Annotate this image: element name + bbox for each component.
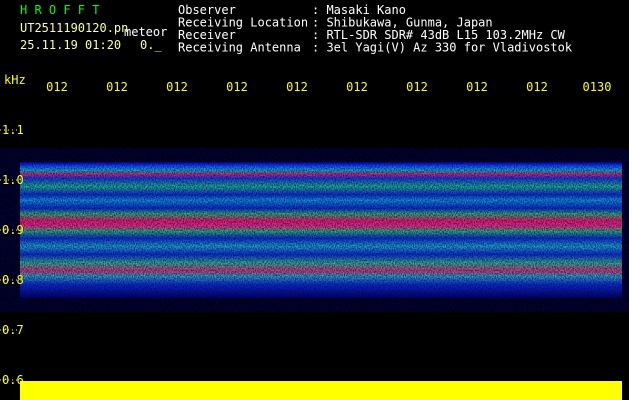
time-label: 012 bbox=[526, 80, 548, 94]
field-value: : 3el Yagi(V) Az 330 for Vladivostok bbox=[312, 41, 573, 55]
field-label: Observer bbox=[178, 3, 236, 17]
field-label: Receiving Location bbox=[178, 16, 308, 30]
counter: 0._ bbox=[140, 38, 162, 52]
datetime: 25.11.19 01:20 bbox=[20, 38, 121, 52]
time-label: 012 bbox=[106, 80, 128, 94]
field-value: : RTL-SDR SDR# 43dB L15 103.2MHz CW bbox=[312, 28, 566, 42]
field-value: : Shibukawa, Gunma, Japan bbox=[312, 16, 493, 30]
noise-overlay bbox=[20, 162, 622, 298]
time-label: 012 bbox=[406, 80, 428, 94]
time-label: 012 bbox=[46, 80, 68, 94]
time-label: 012 bbox=[466, 80, 488, 94]
time-label: 012 bbox=[166, 80, 188, 94]
file-name: UT2511190120.pn bbox=[20, 21, 128, 35]
time-label: 0130 bbox=[583, 80, 612, 94]
time-label: 012 bbox=[346, 80, 368, 94]
app-title: H R O F F T bbox=[20, 3, 99, 17]
file-suffix: meteor bbox=[124, 25, 167, 39]
time-label: 012 bbox=[226, 80, 248, 94]
field-label: Receiving Antenna bbox=[178, 41, 301, 55]
noise-floor bbox=[20, 381, 622, 400]
y-unit: kHz bbox=[4, 73, 26, 87]
time-label: 012 bbox=[286, 80, 308, 94]
field-value: : Masaki Kano bbox=[312, 3, 406, 17]
field-label: Receiver bbox=[178, 28, 236, 42]
